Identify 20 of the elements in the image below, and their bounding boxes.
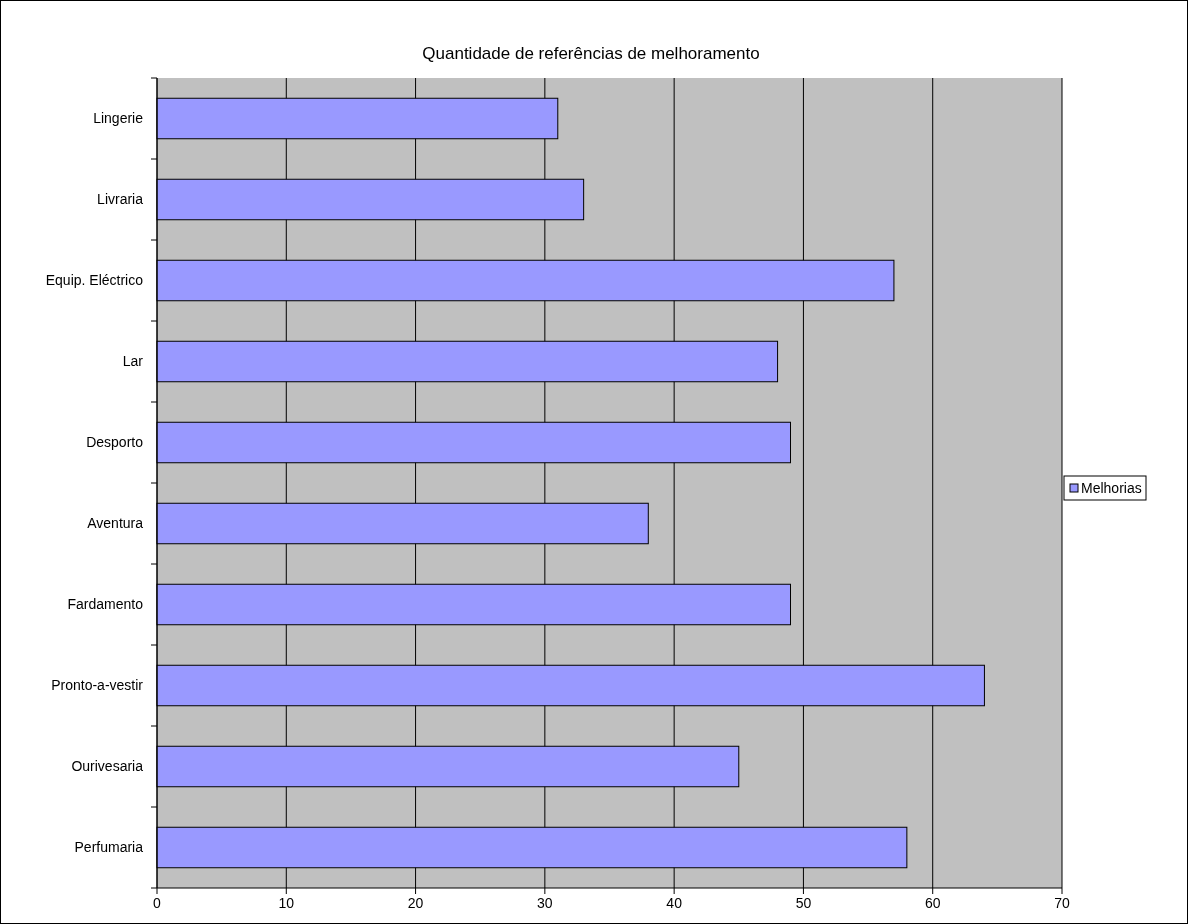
y-tick-label: Lingerie (93, 110, 144, 127)
chart-title: Quantidade de referências de melhoramento (422, 44, 760, 63)
x-tick-label: 40 (666, 894, 683, 911)
y-tick-label: Aventura (87, 515, 144, 532)
y-tick-label: Lar (122, 353, 144, 370)
x-tick-label: 20 (407, 894, 424, 911)
y-tick-label: Equip. Eléctrico (45, 272, 144, 289)
x-tick-label: 30 (537, 894, 553, 911)
x-tick-label: 50 (795, 894, 812, 911)
y-tick-label: Fardamento (67, 596, 144, 613)
y-tick-label: Desporto (86, 434, 144, 451)
x-tick-label: 60 (924, 894, 941, 911)
y-tick-label: Ourivesaria (71, 758, 144, 775)
y-tick-label: Perfumaria (74, 839, 144, 856)
x-tick-label: 70 (1054, 894, 1070, 911)
x-tick-label: 10 (278, 894, 295, 911)
y-tick-label: Pronto-a-vestir (51, 677, 144, 694)
y-tick-label: Livraria (97, 191, 144, 208)
legend-label: Melhorias (1081, 479, 1142, 496)
x-tick-label: 0 (153, 894, 162, 911)
